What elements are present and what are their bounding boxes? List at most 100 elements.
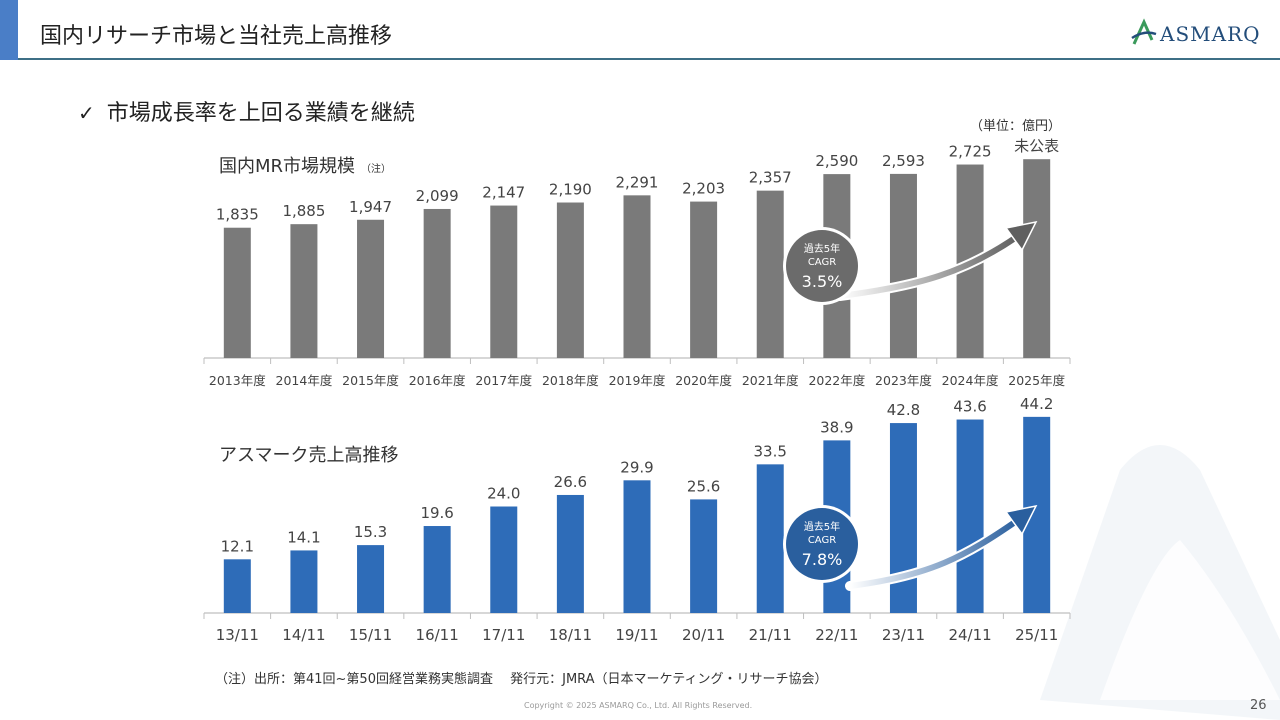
market-chart-title-note: （注） xyxy=(361,164,392,175)
market-tick-label: 2025年度 xyxy=(1008,373,1065,388)
sales-data-label: 38.9 xyxy=(820,418,853,436)
sales-tick-label: 13/11 xyxy=(216,626,259,644)
market-tick-label: 2015年度 xyxy=(342,373,399,388)
market-tick-label: 2022年度 xyxy=(808,373,865,388)
market-bar xyxy=(490,205,518,358)
sales-data-label: 24.0 xyxy=(487,485,520,503)
market-chart-title: 国内MR市場規模 （注） xyxy=(219,152,391,178)
market-data-label: 2,291 xyxy=(616,173,659,191)
market-data-label: 2,725 xyxy=(949,143,992,161)
market-tick-label: 2016年度 xyxy=(409,373,466,388)
sales-tick-label: 19/11 xyxy=(615,626,658,644)
sales-chart-title: アスマーク売上高推移 xyxy=(219,445,399,466)
market-arrow-outline xyxy=(835,231,1023,301)
sales-tick-label: 17/11 xyxy=(482,626,525,644)
market-bar xyxy=(556,202,584,358)
sales-tick-label: 20/11 xyxy=(682,626,725,644)
key-message-text: 市場成長率を上回る業績を継続 xyxy=(106,101,415,126)
sales-tick-label: 15/11 xyxy=(349,626,392,644)
sales-tick-label: 18/11 xyxy=(549,626,592,644)
key-message: ✓ 市場成長率を上回る業績を継続 xyxy=(78,95,415,127)
sales-bar xyxy=(290,550,318,613)
market-data-label: 2,190 xyxy=(549,181,592,199)
sales-data-label: 25.6 xyxy=(687,477,720,495)
sales-bar xyxy=(956,419,984,613)
sales-bar xyxy=(556,494,584,613)
sales-bar xyxy=(223,559,251,613)
sales-data-label: 42.8 xyxy=(887,401,920,419)
market-bar xyxy=(623,195,651,358)
sales-cagr-label-period: 過去5年 xyxy=(804,520,840,533)
market-bar xyxy=(756,190,784,358)
sales-tick-label: 24/11 xyxy=(948,626,991,644)
copyright: Copyright © 2025 ASMARQ Co., Ltd. All Ri… xyxy=(524,701,753,710)
market-cagr-label: CAGR xyxy=(808,257,836,268)
sales-bar xyxy=(690,499,718,613)
sales-chart: 12.1 13/11 14.1 14/11 15.3 15/11 19.6 16/11 24.0… xyxy=(203,395,1071,644)
sales-data-label: 43.6 xyxy=(953,398,986,416)
sales-tick-label: 16/11 xyxy=(416,626,459,644)
market-data-label: 2,357 xyxy=(749,169,792,187)
sales-data-label: 19.6 xyxy=(420,504,453,522)
sales-data-label: 29.9 xyxy=(620,458,653,476)
market-tick-label: 2024年度 xyxy=(942,373,999,388)
market-tick-label: 2023年度 xyxy=(875,373,932,388)
sales-data-label: 14.1 xyxy=(287,528,320,546)
market-bar xyxy=(290,224,318,358)
sales-bar xyxy=(357,545,385,613)
market-chart: 1,835 2013年度 1,885 2014年度 1,947 2015年度 2,099 20… xyxy=(203,137,1071,388)
market-cagr-value: 3.5% xyxy=(802,272,843,291)
sales-data-label: 44.2 xyxy=(1020,395,1053,413)
sales-bar xyxy=(889,423,917,613)
sales-tick-label: 25/11 xyxy=(1015,626,1058,644)
sales-cagr-value: 7.8% xyxy=(802,550,843,569)
market-data-label: 1,835 xyxy=(216,206,259,224)
market-chart-title-text: 国内MR市場規模 xyxy=(219,156,356,177)
sales-data-label: 15.3 xyxy=(354,523,387,541)
sales-bar xyxy=(756,464,784,613)
sales-data-label: 26.6 xyxy=(554,473,587,491)
market-bar xyxy=(889,173,917,358)
market-tick-label: 2018年度 xyxy=(542,373,599,388)
sales-tick-label: 14/11 xyxy=(282,626,325,644)
sales-tick-label: 21/11 xyxy=(749,626,792,644)
header-divider xyxy=(18,58,1280,60)
market-data-label: 1,947 xyxy=(349,198,392,216)
market-bar xyxy=(223,227,251,358)
market-cagr-label-period: 過去5年 xyxy=(804,242,840,255)
market-arrow-head xyxy=(1004,220,1038,252)
market-tick-label: 2017年度 xyxy=(475,373,532,388)
sales-tick-label: 22/11 xyxy=(815,626,858,644)
unit-label: （単位：億円） xyxy=(970,119,1062,134)
sales-bar xyxy=(623,480,651,613)
page-title: 国内リサーチ市場と当社売上高推移 xyxy=(40,24,393,49)
market-bar xyxy=(423,208,451,358)
header-accent-bar xyxy=(0,0,18,60)
sales-data-label: 33.5 xyxy=(754,442,787,460)
market-tick-label: 2013年度 xyxy=(209,373,266,388)
sales-tick-label: 23/11 xyxy=(882,626,925,644)
sales-bar xyxy=(423,526,451,613)
checkmark-icon: ✓ xyxy=(78,101,95,125)
sales-growth-arrow xyxy=(847,517,1021,589)
page-number: 26 xyxy=(1250,698,1267,713)
market-tick-label: 2019年度 xyxy=(609,373,666,388)
logo-text: ASMARQ xyxy=(1160,22,1261,46)
market-growth-arrow xyxy=(837,233,1021,299)
sales-arrow-outline xyxy=(845,515,1023,591)
sales-data-label: 12.1 xyxy=(221,537,254,555)
market-tick-label: 2021年度 xyxy=(742,373,799,388)
market-tick-label: 2014年度 xyxy=(276,373,333,388)
source-footnote: （注）出所：第41回~第50回経営業務実態調査 発行元：JMRA（日本マーケティ… xyxy=(215,672,828,687)
market-bar xyxy=(690,201,718,358)
sales-cagr-bubble xyxy=(786,508,858,580)
sales-bar xyxy=(490,506,518,613)
sales-cagr-label: CAGR xyxy=(808,535,836,546)
market-data-label: 1,885 xyxy=(282,202,325,220)
market-data-label: 2,203 xyxy=(682,180,725,198)
asmarq-logo-icon xyxy=(1131,18,1157,45)
market-cagr-bubble xyxy=(786,230,858,302)
sales-arrow-head xyxy=(1004,504,1038,536)
